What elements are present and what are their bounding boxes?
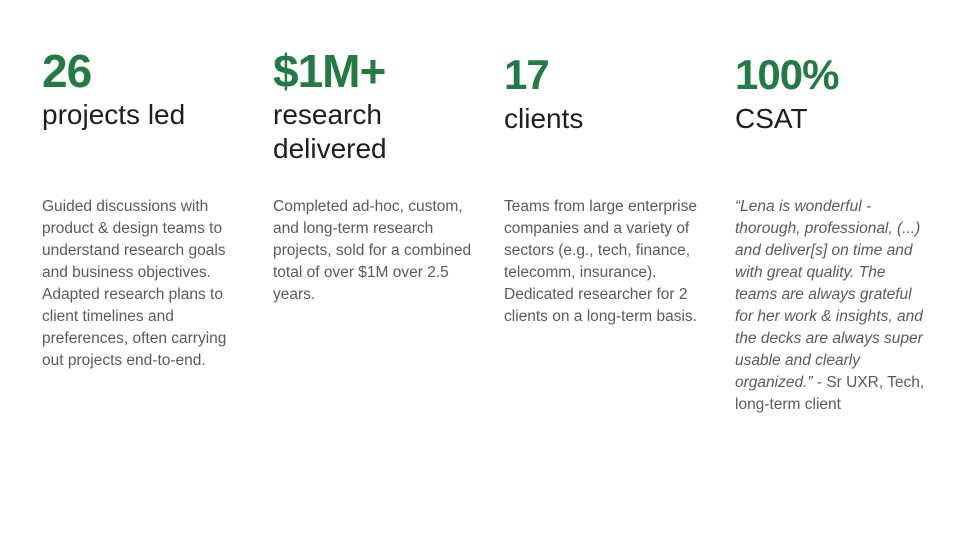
stat-projects: 26 projects led Guided discussions with …: [42, 45, 242, 369]
stat-number: 26: [42, 45, 92, 97]
stat-label: CSAT: [735, 103, 808, 134]
stat-number: 100%: [735, 51, 839, 98]
stat-label: clients: [504, 103, 584, 134]
stat-description: Teams from large enterprise companies an…: [504, 198, 697, 325]
testimonial-quote: “Lena is wonderful - thorough, professio…: [735, 198, 923, 391]
testimonial: “Lena is wonderful - thorough, professio…: [735, 196, 925, 416]
stat-csat: 100% CSAT “Lena is wonderful - thorough,…: [735, 48, 935, 414]
stat-label: research delivered: [273, 99, 387, 164]
stats-grid: 26 projects led Guided discussions with …: [42, 48, 942, 528]
stat-clients: 17 clients Teams from large enterprise c…: [504, 48, 704, 326]
stat-research: $1M+ research delivered Completed ad-hoc…: [273, 45, 473, 303]
stat-label: projects led: [42, 99, 186, 130]
stat-number: 17: [504, 51, 550, 98]
stat-number: $1M+: [273, 45, 386, 97]
stat-description: Guided discussions with product & design…: [42, 198, 227, 369]
testimonial-attribution: - Sr UXR, Tech, long-term client: [735, 374, 925, 413]
stat-description: Completed ad-hoc, custom, and long-term …: [273, 198, 472, 303]
